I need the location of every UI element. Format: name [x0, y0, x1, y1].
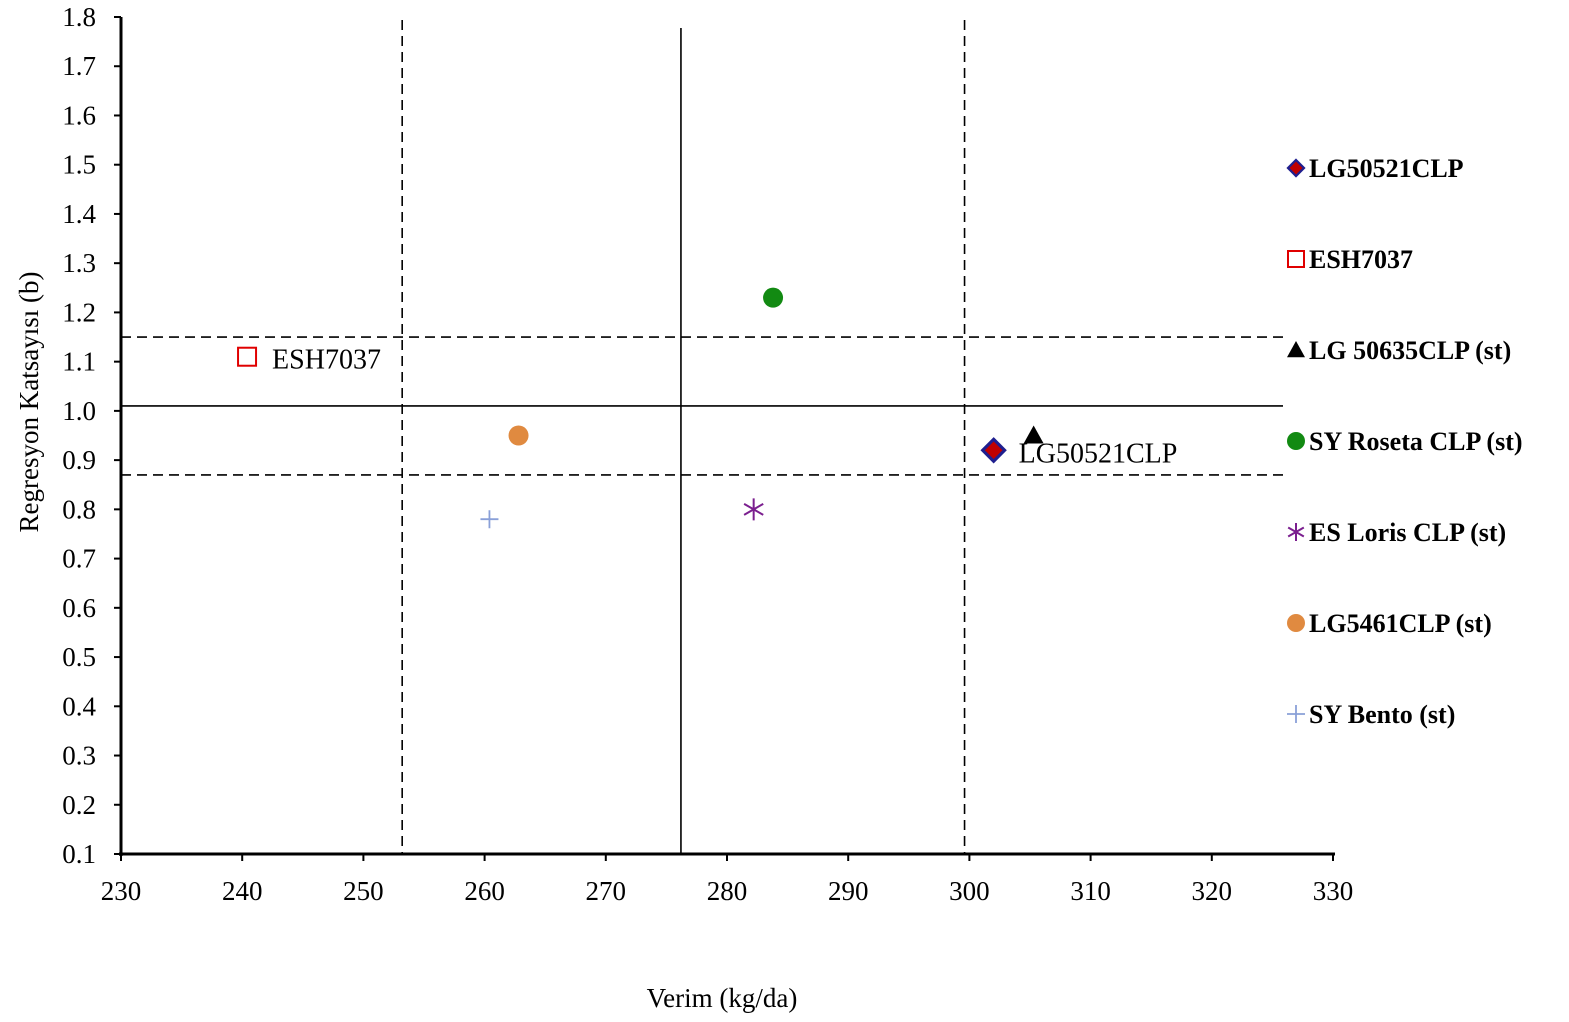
legend-item: SY Bento (st): [1287, 700, 1455, 729]
point-label-0: LG50521CLP: [1019, 438, 1178, 469]
legend-marker-shape: [1286, 158, 1306, 178]
x-tick-label: 250: [343, 876, 384, 906]
x-tick-label: 280: [707, 876, 748, 906]
reference-lines: [121, 20, 1283, 854]
legend-label: SY Bento (st): [1309, 700, 1455, 729]
legend-label: LG 50635CLP (st): [1309, 336, 1511, 365]
legend-marker-shape: [1287, 523, 1305, 541]
legend-label: ESH7037: [1309, 245, 1413, 274]
x-tick-label: 270: [586, 876, 627, 906]
y-tick-label: 1.4: [62, 199, 96, 229]
data-points: [237, 287, 1044, 529]
data-point-5: [508, 425, 529, 446]
legend-marker: [1287, 705, 1305, 723]
data-point-4-shape: [743, 498, 764, 521]
legend-label: LG5461CLP (st): [1309, 609, 1492, 638]
legend-item: ESH7037: [1287, 245, 1413, 274]
x-axis-title: Verim (kg/da): [647, 983, 798, 1013]
legend-marker-shape: [1287, 705, 1305, 723]
x-tick-label: 290: [828, 876, 869, 906]
x-tick-label: 330: [1313, 876, 1354, 906]
x-tick-label: 230: [101, 876, 142, 906]
y-tick-label: 0.8: [62, 494, 96, 524]
data-point-3: [763, 287, 784, 308]
y-tick-label: 1.6: [62, 100, 96, 130]
legend: LG50521CLP ESH7037 LG 50635CLP (st) SY Rose…: [1286, 154, 1523, 729]
x-tick-label: 240: [222, 876, 263, 906]
data-point-2-shape: [1023, 425, 1044, 444]
legend-marker-shape: [1287, 250, 1305, 268]
data-point-0: [980, 437, 1007, 464]
x-tick-label: 310: [1070, 876, 1111, 906]
x-tick-label: 260: [464, 876, 505, 906]
y-tick-label: 0.2: [62, 790, 96, 820]
legend-label: LG50521CLP: [1309, 154, 1464, 183]
data-point-0-shape: [980, 437, 1007, 464]
data-point-2: [1023, 425, 1044, 444]
data-point-5-shape: [508, 425, 529, 446]
legend-item: LG5461CLP (st): [1287, 609, 1492, 638]
legend-marker: [1286, 158, 1306, 178]
data-point-1-shape: [237, 346, 258, 367]
x-tick-label: 320: [1192, 876, 1233, 906]
data-point-3-shape: [763, 287, 784, 308]
legend-marker-shape: [1287, 432, 1305, 450]
y-tick-label: 1.1: [62, 347, 96, 377]
legend-item: LG50521CLP: [1286, 154, 1464, 183]
y-tick-label: 1.0: [62, 396, 96, 426]
legend-label: ES Loris CLP (st): [1309, 518, 1506, 547]
point-label-1: ESH7037: [272, 345, 381, 376]
axes: 230 240 250 260 270 280 290 300 310 320 330 0.1 0.2 0…: [62, 2, 1353, 906]
y-tick-label: 0.5: [62, 642, 96, 672]
y-tick-label: 1.7: [62, 51, 96, 81]
legend-marker: [1287, 341, 1305, 358]
y-tick-label: 1.2: [62, 297, 96, 327]
y-tick-label: 1.5: [62, 150, 96, 180]
y-axis-title: Regresyon Katsayısı (b): [14, 272, 44, 533]
legend-marker-shape: [1287, 614, 1305, 632]
legend-marker: [1287, 614, 1305, 632]
legend-label: SY Roseta CLP (st): [1309, 427, 1523, 456]
x-tick-label: 300: [949, 876, 990, 906]
y-tick-label: 0.6: [62, 593, 96, 623]
y-tick-label: 1.8: [62, 2, 96, 32]
legend-marker: [1287, 432, 1305, 450]
legend-item: ES Loris CLP (st): [1287, 518, 1506, 547]
y-tick-label: 0.7: [62, 544, 96, 574]
data-point-4: [743, 498, 764, 521]
legend-item: LG 50635CLP (st): [1287, 336, 1511, 365]
legend-item: SY Roseta CLP (st): [1287, 427, 1523, 456]
point-annotations: LG50521CLP ESH7037: [272, 345, 1177, 470]
legend-marker: [1287, 523, 1305, 541]
data-point-6: [480, 510, 499, 529]
y-tick-label: 0.4: [62, 691, 96, 721]
y-tick-label: 0.3: [62, 741, 96, 771]
data-point-6-shape: [480, 510, 499, 529]
legend-marker: [1287, 250, 1305, 268]
y-tick-label: 0.9: [62, 445, 96, 475]
y-tick-label: 1.3: [62, 248, 96, 278]
y-tick-label: 0.1: [62, 839, 96, 869]
data-point-1: [237, 346, 258, 367]
legend-marker-shape: [1287, 341, 1305, 358]
